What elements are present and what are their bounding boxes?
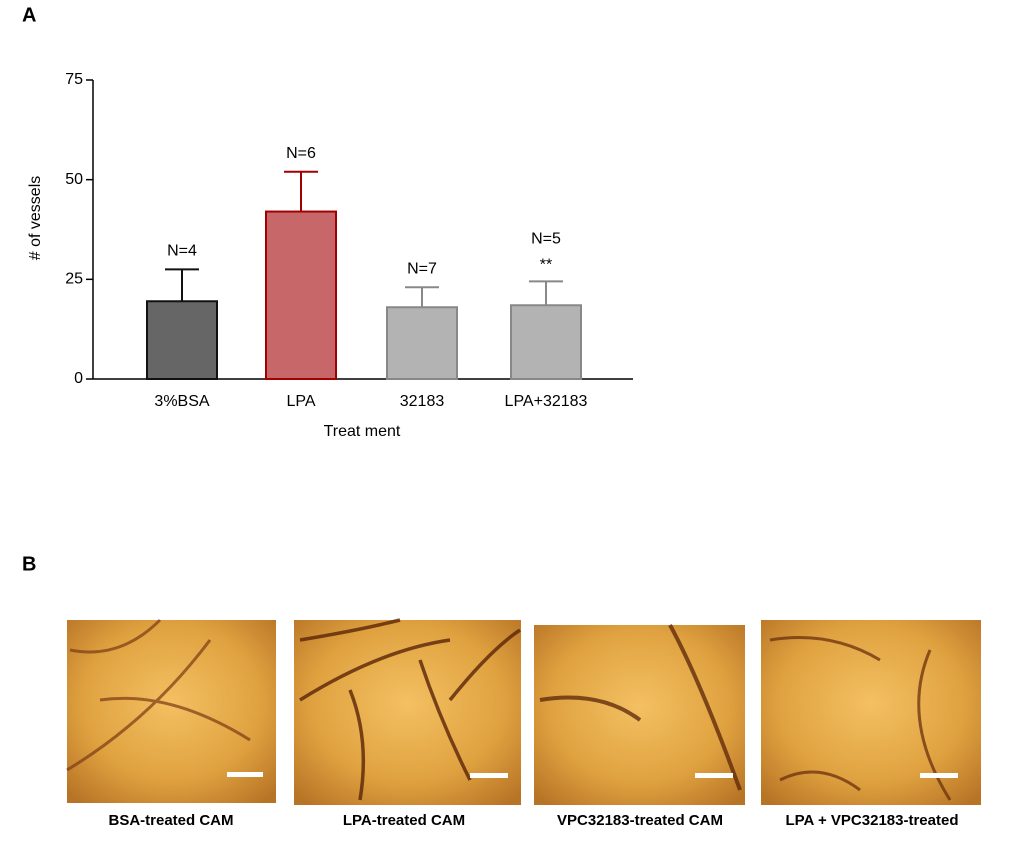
y-tick-label: 75	[65, 71, 83, 88]
y-tick-label: 25	[65, 271, 83, 288]
image-caption: LPA + VPC32183-treated	[786, 812, 959, 829]
image-caption: VPC32183-treated CAM	[557, 812, 723, 829]
x-tick-label: 32183	[400, 393, 445, 410]
bar	[146, 300, 218, 381]
image-caption: BSA-treated CAM	[108, 812, 233, 829]
bar	[265, 210, 337, 380]
bar-label: N=6	[286, 145, 316, 162]
bar-label: N=4	[167, 243, 197, 260]
bar	[386, 306, 458, 380]
x-tick-label: LPA+32183	[505, 393, 588, 410]
image-row	[66, 618, 981, 805]
image-caption: LPA-treated CAM	[343, 812, 465, 829]
panel-label: B	[22, 553, 36, 575]
y-tick-label: 50	[65, 171, 83, 188]
panel-label: A	[22, 4, 36, 26]
micrograph	[761, 620, 981, 805]
bar	[510, 304, 582, 381]
bar-label: N=5	[531, 231, 561, 248]
micrograph	[534, 624, 745, 805]
micrograph	[66, 618, 276, 803]
micrograph	[294, 618, 521, 805]
y-tick-label: 0	[74, 370, 83, 387]
x-axis-title: Treat ment	[324, 423, 401, 440]
significance-label: **	[540, 257, 552, 274]
x-tick-label: LPA	[286, 393, 315, 410]
y-axis-title: # of vessels	[27, 176, 44, 260]
x-tick-label: 3%BSA	[154, 393, 209, 410]
bar-label: N=7	[407, 261, 437, 278]
